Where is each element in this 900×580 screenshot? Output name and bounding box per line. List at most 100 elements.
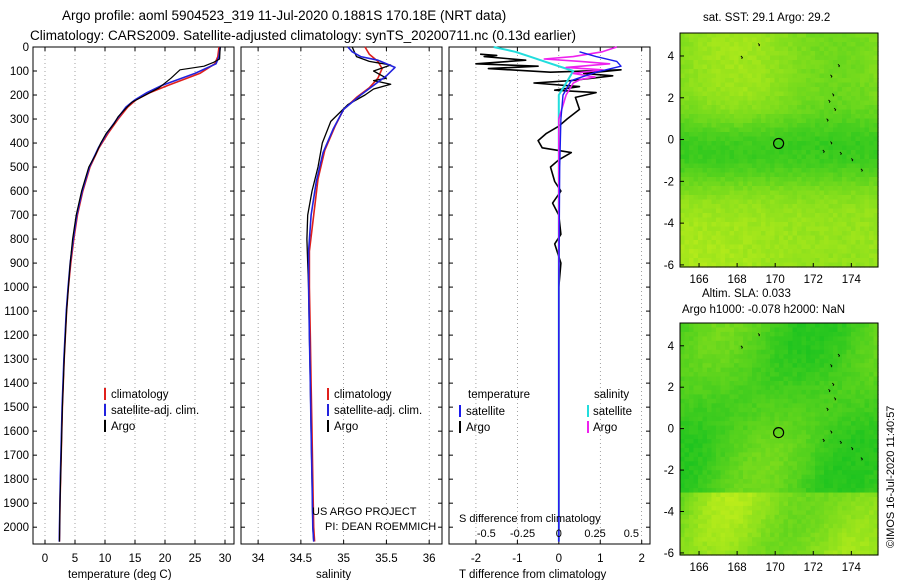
map-cell [837, 528, 843, 534]
map-cell [702, 439, 708, 445]
map-cell [756, 483, 762, 489]
map-cell [720, 497, 726, 503]
map-cell [797, 443, 803, 449]
map-cell [779, 208, 785, 214]
map-cell [689, 452, 695, 458]
map-cell [711, 519, 717, 525]
map-cell [783, 78, 789, 84]
map-cell [792, 336, 798, 342]
legend-salinity-header-text: salinity [594, 389, 629, 401]
map-cell [752, 145, 758, 151]
map-cell [837, 447, 843, 453]
map-cell [770, 60, 776, 66]
map-cell [756, 465, 762, 471]
map-cell [833, 461, 839, 467]
map-cell [770, 258, 776, 264]
map-cell [801, 456, 807, 462]
map-cell [716, 416, 722, 422]
map-cell [846, 96, 852, 102]
map-cell [788, 497, 794, 503]
map-cell [756, 195, 762, 201]
map-cell [734, 51, 740, 57]
map-cell [833, 349, 839, 355]
map-cell [684, 537, 690, 543]
map-cell [779, 349, 785, 355]
map-cell [734, 163, 740, 169]
map-cell [819, 87, 825, 93]
map-cell [680, 358, 686, 364]
map-cell [833, 51, 839, 57]
map-cell [684, 46, 690, 52]
map-cell [716, 96, 722, 102]
map-cell [860, 60, 866, 66]
map-cell [873, 479, 879, 485]
map-cell [797, 389, 803, 395]
map-cell [770, 403, 776, 409]
map-cell [851, 100, 857, 106]
map-cell [711, 217, 717, 223]
map-cell [792, 340, 798, 346]
map-cell [725, 217, 731, 223]
map-cell [797, 55, 803, 61]
map-cell [680, 519, 686, 525]
map-cell [752, 519, 758, 525]
map-cell [774, 60, 780, 66]
map-cell [729, 447, 735, 453]
map-cell [680, 439, 686, 445]
map-cell [734, 262, 740, 268]
map-cell [698, 519, 704, 525]
map-cell [828, 514, 834, 520]
map-cell [680, 235, 686, 241]
map-cell [756, 141, 762, 147]
map-cell [846, 208, 852, 214]
map-cell [711, 403, 717, 409]
map-cell [711, 340, 717, 346]
map-cell [846, 150, 852, 156]
map-cell [815, 91, 821, 97]
map-cell [770, 434, 776, 440]
map-cell [761, 403, 767, 409]
map-cell [846, 145, 852, 151]
map-cell [680, 109, 686, 115]
map-cell [837, 118, 843, 124]
map-cell [837, 483, 843, 489]
map-cell [747, 60, 753, 66]
map-cell [824, 82, 830, 88]
map-cell [738, 546, 744, 552]
map-cell [806, 51, 812, 57]
map-cell [725, 385, 731, 391]
map-cell [693, 492, 699, 498]
map-cell [711, 132, 717, 138]
map-cell [819, 64, 825, 70]
map-cell [711, 407, 717, 413]
map-cell [810, 96, 816, 102]
map-cell [716, 213, 722, 219]
map-cell [806, 492, 812, 498]
map-cell [864, 483, 870, 489]
map-cell [779, 231, 785, 237]
map-cell [747, 323, 753, 329]
map-cell [702, 546, 708, 552]
map-cell [689, 177, 695, 183]
map-cell [873, 127, 879, 133]
map-cell [824, 235, 830, 241]
map-cell [770, 217, 776, 223]
map-cell [707, 33, 713, 39]
map-cell [684, 181, 690, 187]
map-cell [693, 456, 699, 462]
map-cell [725, 354, 731, 360]
map-cell [725, 439, 731, 445]
map-cell [851, 55, 857, 61]
map-cell [860, 208, 866, 214]
map-cell [734, 452, 740, 458]
map-cell [873, 514, 879, 520]
map-cell [779, 226, 785, 232]
map-cell [864, 253, 870, 259]
map-cell [752, 33, 758, 39]
map-cell [783, 150, 789, 156]
map-cell [842, 354, 848, 360]
map-cell [801, 358, 807, 364]
map-cell [747, 510, 753, 516]
map-cell [860, 109, 866, 115]
map-cell [752, 123, 758, 129]
